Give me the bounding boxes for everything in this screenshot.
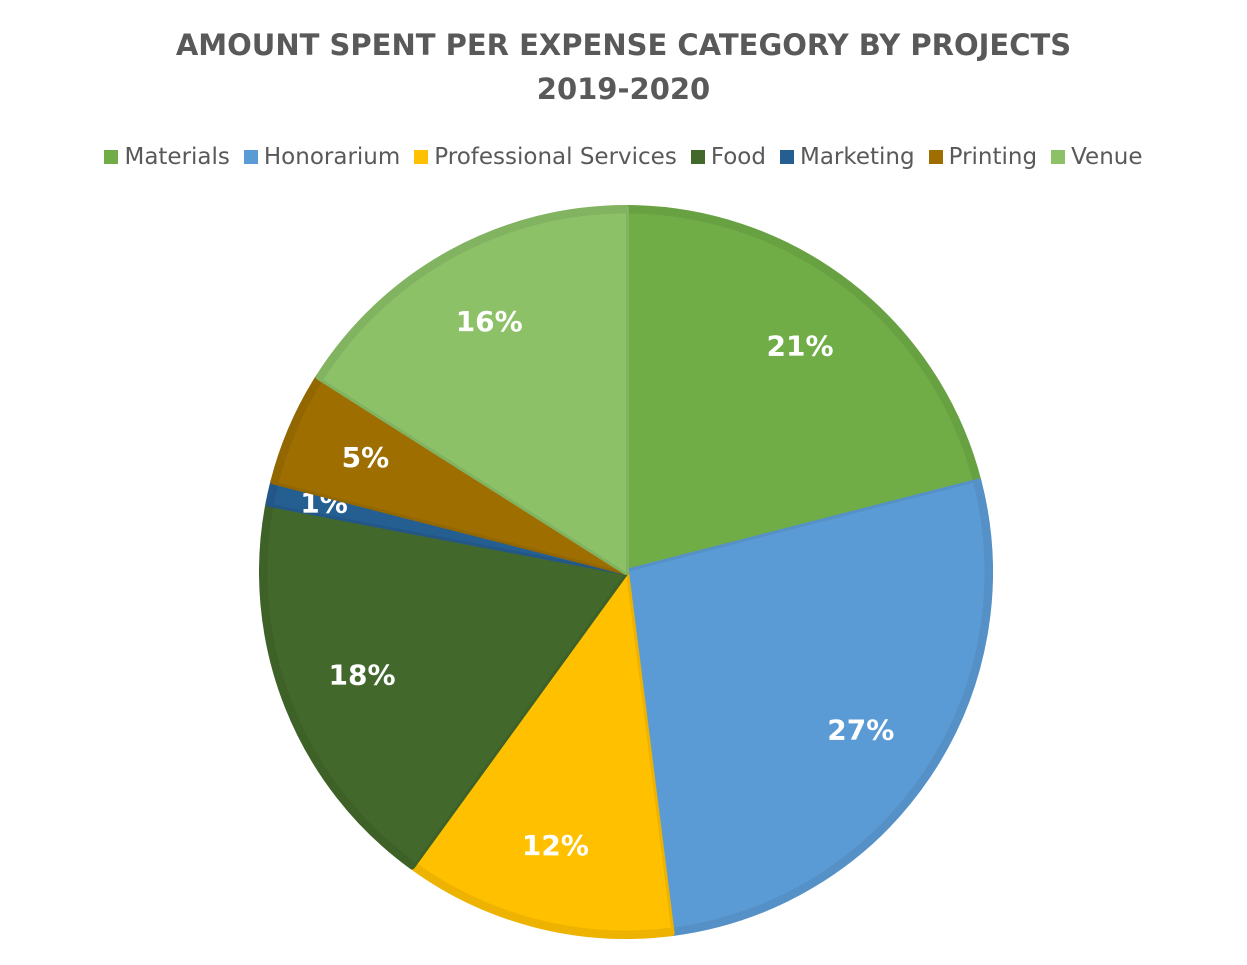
legend-item: Professional Services (414, 144, 677, 170)
legend-swatch (779, 150, 794, 164)
legend-swatch (1051, 150, 1066, 164)
legend-label: Materials (124, 144, 230, 170)
legend-label: Marketing (799, 144, 915, 170)
legend-swatch (414, 150, 429, 164)
legend-label: Food (710, 144, 766, 170)
legend-item: Food (690, 144, 766, 170)
pie-slice-inner (626, 482, 985, 928)
legend-swatch (104, 150, 119, 164)
legend-label: Printing (948, 144, 1038, 170)
legend: Materials Honorarium Professional Services… (0, 144, 1247, 170)
pie-slice-inner (323, 213, 626, 572)
data-label: 21% (767, 330, 834, 363)
legend-label: Professional Services (434, 144, 677, 170)
data-label: 16% (456, 305, 523, 338)
legend-swatch (243, 150, 258, 164)
pie-slice-inner (278, 379, 626, 572)
legend-swatch (690, 150, 705, 164)
pie-slice-inner (267, 504, 626, 863)
chart-title: AMOUNT SPENT PER EXPENSE CATEGORY BY PRO… (175, 28, 1072, 62)
data-label: 5% (342, 441, 390, 474)
pie-slice-inner (626, 213, 974, 572)
chart-title: 2019-2020 (536, 72, 711, 106)
data-label: 12% (522, 829, 589, 862)
legend-item: Honorarium (243, 144, 401, 170)
legend-item: Marketing (779, 144, 915, 170)
legend-item: Printing (928, 144, 1038, 170)
legend-swatch (928, 150, 943, 164)
legend-item: Venue (1051, 144, 1143, 170)
data-label: 18% (329, 659, 396, 692)
pie-slice-inner (415, 572, 671, 931)
data-label: 27% (827, 714, 894, 747)
legend-label: Venue (1071, 144, 1143, 170)
legend-item: Materials (104, 144, 230, 170)
legend-label: Honorarium (263, 144, 401, 170)
